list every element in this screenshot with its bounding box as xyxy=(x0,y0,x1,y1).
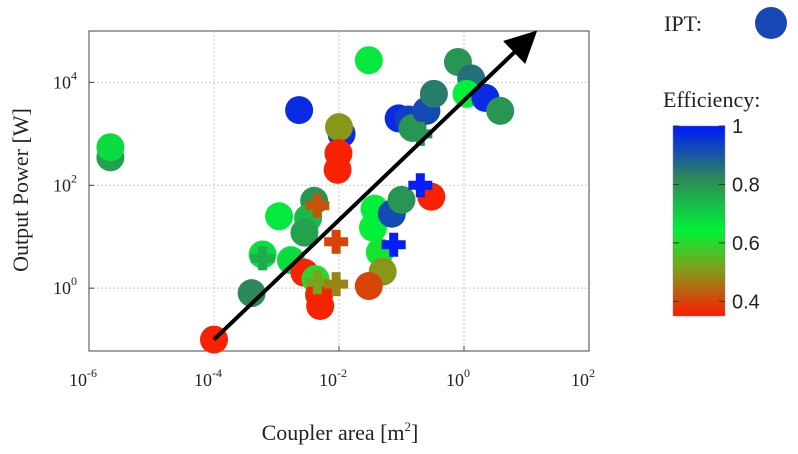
trend-arrow-group xyxy=(212,30,538,342)
data-point-circle xyxy=(96,133,125,162)
x-tick-label: 102 xyxy=(571,366,595,390)
data-point-circle xyxy=(419,79,448,108)
colorbar-tick-label: 0.4 xyxy=(732,291,760,313)
data-point-circle xyxy=(290,218,319,247)
y-tick-label: 104 xyxy=(53,68,77,92)
efficiency-legend-label: Efficiency: xyxy=(663,87,760,112)
data-point-cross xyxy=(324,229,349,254)
data-point-circle xyxy=(354,272,383,301)
efficiency-colorbar xyxy=(672,125,726,317)
axis-ticks: 10-6 10-4 10-2 100 102 100 102 104 xyxy=(53,68,595,390)
data-point-cross xyxy=(250,246,275,271)
data-point-cross xyxy=(408,173,433,198)
data-point-circle xyxy=(306,291,335,320)
colorbar-tick-label: 1 xyxy=(732,116,743,138)
y-axis-title: Output Power [W] xyxy=(8,108,33,272)
colorbar-tick-label: 0.6 xyxy=(732,233,760,255)
data-point-cross xyxy=(408,121,433,146)
data-point-circle xyxy=(265,202,294,231)
data-point-cross xyxy=(305,270,330,295)
data-point-circle xyxy=(323,155,352,184)
ipt-legend-label: IPT: xyxy=(664,11,702,36)
data-point-cross xyxy=(381,232,406,257)
x-tick-label: 10-4 xyxy=(194,366,222,390)
data-point-cross xyxy=(305,193,330,218)
ipt-legend-marker xyxy=(755,7,787,39)
data-point-circle xyxy=(486,96,515,125)
x-tick-label: 10-2 xyxy=(319,366,347,390)
x-tick-label: 100 xyxy=(446,366,470,390)
data-point-circle xyxy=(285,96,314,125)
colorbar-tick-label: 0.8 xyxy=(732,174,760,196)
trend-arrow xyxy=(212,30,538,342)
y-tick-label: 100 xyxy=(53,274,77,298)
data-point-cross xyxy=(324,272,349,297)
x-tick-label: 10-6 xyxy=(69,366,97,390)
data-point-circle xyxy=(325,113,353,142)
data-point-circle xyxy=(237,279,266,308)
data-point-circle xyxy=(387,185,416,214)
y-tick-label: 102 xyxy=(53,171,77,195)
colorbar-ticks: 1 0.8 0.6 0.4 xyxy=(673,116,760,313)
data-point-circle xyxy=(354,46,383,75)
x-axis-title: Coupler area [m2] xyxy=(262,419,419,445)
